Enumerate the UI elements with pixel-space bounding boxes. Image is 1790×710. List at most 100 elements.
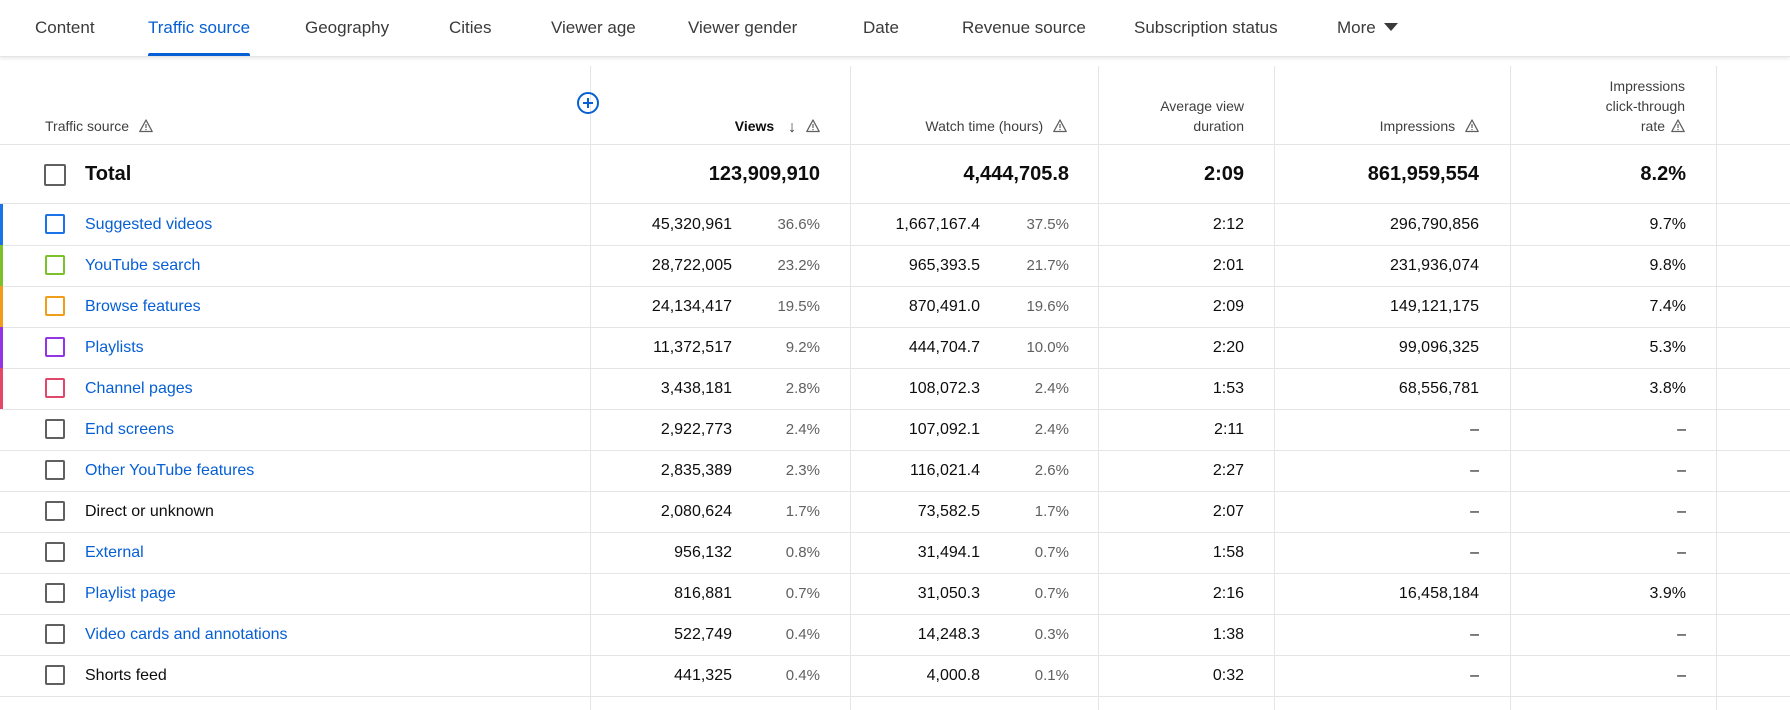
warning-icon[interactable] <box>806 119 820 133</box>
column-header-impressions[interactable]: Impressions <box>1380 116 1479 136</box>
views-percent: 0.7% <box>785 585 820 602</box>
ctr-value: – <box>1677 626 1686 643</box>
views-percent: 2.3% <box>785 462 820 479</box>
column-divider <box>590 66 591 710</box>
traffic-source-name[interactable]: External <box>85 544 144 561</box>
column-header-label: Watch time (hours) <box>925 118 1044 134</box>
row-divider <box>0 450 1790 451</box>
watch-time-percent: 21.7% <box>1026 257 1069 274</box>
column-header-label-line: duration <box>1193 118 1244 134</box>
row-checkbox[interactable] <box>45 665 65 685</box>
views-percent: 2.4% <box>785 421 820 438</box>
impressions-value: – <box>1470 626 1479 643</box>
average-view-duration-value: 2:27 <box>1212 462 1244 479</box>
column-header-ctr[interactable]: Impressions click-through rate <box>1606 76 1685 136</box>
traffic-source-name[interactable]: Suggested videos <box>85 216 213 233</box>
table-row: Video cards and annotations 522,749 0.4% 14… <box>0 614 1790 655</box>
watch-time-percent: 2.4% <box>1034 380 1069 397</box>
table-row: Suggested videos 45,320,961 36.6% 1,667,167… <box>0 204 1790 245</box>
row-divider <box>0 368 1790 369</box>
total-average-view-duration: 2:09 <box>1203 163 1244 185</box>
views-value: 28,722,005 <box>651 257 732 274</box>
watch-time-value: 31,494.1 <box>917 544 980 561</box>
more-label: More <box>1337 18 1376 37</box>
impressions-value: – <box>1470 544 1479 561</box>
row-divider <box>0 532 1790 533</box>
traffic-source-name[interactable]: Playlists <box>85 339 144 356</box>
add-column-icon[interactable] <box>577 92 599 114</box>
row-checkbox[interactable] <box>45 378 65 398</box>
average-view-duration-value: 0:32 <box>1212 667 1244 684</box>
tab-viewer-age[interactable]: Viewer age <box>551 18 636 37</box>
average-view-duration-value: 1:38 <box>1212 626 1244 643</box>
row-checkbox[interactable] <box>45 255 65 275</box>
table-row: Playlist page 816,881 0.7% 31,050.3 0.7% 2:16… <box>0 573 1790 614</box>
traffic-source-name[interactable]: Playlist page <box>85 585 176 602</box>
row-checkbox[interactable] <box>45 337 65 357</box>
column-header-label: Traffic source <box>45 118 130 134</box>
row-checkbox[interactable] <box>45 501 65 521</box>
traffic-source-name[interactable]: Other YouTube features <box>85 462 255 479</box>
series-color-stripe <box>0 286 3 327</box>
row-checkbox[interactable] <box>45 583 65 603</box>
watch-time-value: 73,582.5 <box>917 503 980 520</box>
column-header-traffic-source[interactable]: Traffic source <box>45 116 153 136</box>
column-header-watch-time[interactable]: Watch time (hours) <box>925 116 1067 136</box>
row-checkbox[interactable] <box>45 460 65 480</box>
impressions-value: – <box>1470 667 1479 684</box>
more-menu-button[interactable]: More <box>1337 0 1398 56</box>
column-header-views[interactable]: Views ↓ <box>735 116 820 138</box>
ctr-value: – <box>1677 544 1686 561</box>
ctr-value: 3.8% <box>1649 380 1686 397</box>
total-checkbox[interactable] <box>44 164 66 186</box>
tab-subscription-status[interactable]: Subscription status <box>1134 18 1278 37</box>
total-ctr: 8.2% <box>1640 163 1686 185</box>
tab-traffic-source[interactable]: Traffic source <box>148 0 251 56</box>
warning-icon[interactable] <box>1053 119 1067 133</box>
warning-icon[interactable] <box>1671 119 1685 133</box>
average-view-duration-value: 2:11 <box>1214 421 1244 438</box>
column-header-average-view-duration[interactable]: Average view duration <box>1160 96 1244 136</box>
tab-revenue-source[interactable]: Revenue source <box>962 18 1086 37</box>
average-view-duration-value: 2:09 <box>1212 298 1244 315</box>
row-checkbox[interactable] <box>45 419 65 439</box>
watch-time-value: 4,000.8 <box>926 667 980 684</box>
total-impressions: 861,959,554 <box>1367 163 1479 185</box>
views-value: 24,134,417 <box>651 298 732 315</box>
tab-content[interactable]: Content <box>35 18 95 37</box>
table-row: YouTube search 28,722,005 23.2% 965,393.5 21… <box>0 245 1790 286</box>
sort-descending-icon[interactable]: ↓ <box>788 119 797 136</box>
tab-cities[interactable]: Cities <box>449 18 492 37</box>
table-row: Browse features 24,134,417 19.5% 870,491.0 1… <box>0 286 1790 327</box>
views-value: 11,372,517 <box>653 339 732 356</box>
column-divider <box>1274 66 1275 710</box>
views-percent: 0.4% <box>785 667 820 684</box>
series-color-stripe <box>0 204 3 245</box>
watch-time-value: 116,021.4 <box>910 462 980 479</box>
series-color-stripe <box>0 327 3 368</box>
traffic-source-name[interactable]: End screens <box>85 421 174 438</box>
row-divider <box>0 203 1790 204</box>
tab-geography[interactable]: Geography <box>305 18 390 37</box>
traffic-source-name[interactable]: YouTube search <box>85 257 201 274</box>
total-row: Total 123,909,910 4,444,705.8 2:09 861,9… <box>0 145 1790 203</box>
ctr-value: – <box>1677 667 1686 684</box>
warning-icon[interactable] <box>139 119 153 133</box>
watch-time-value: 444,704.7 <box>908 339 980 356</box>
warning-icon[interactable] <box>1465 119 1479 133</box>
traffic-source-name[interactable]: Browse features <box>85 298 201 315</box>
table-row: End screens 2,922,773 2.4% 107,092.1 2.4% 2:1… <box>0 409 1790 450</box>
row-checkbox[interactable] <box>45 542 65 562</box>
tab-date[interactable]: Date <box>863 18 899 37</box>
traffic-source-name[interactable]: Channel pages <box>85 380 193 397</box>
views-percent: 9.2% <box>785 339 820 356</box>
impressions-value: – <box>1470 462 1479 479</box>
row-checkbox[interactable] <box>45 624 65 644</box>
row-checkbox[interactable] <box>45 296 65 316</box>
tab-viewer-gender[interactable]: Viewer gender <box>688 18 798 37</box>
header-divider <box>0 144 1790 145</box>
total-views: 123,909,910 <box>708 163 820 185</box>
watch-time-value: 1,667,167.4 <box>895 216 980 233</box>
traffic-source-name[interactable]: Video cards and annotations <box>85 626 288 643</box>
row-checkbox[interactable] <box>45 214 65 234</box>
